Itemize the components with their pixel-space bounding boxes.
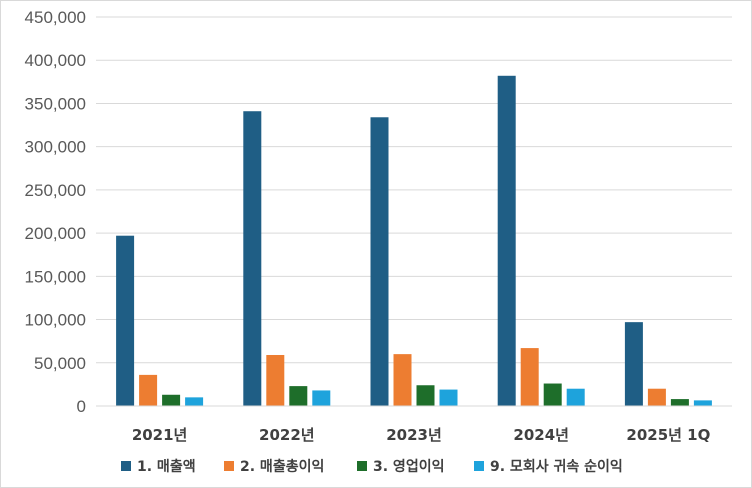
y-tick-label: 250,000 [25, 181, 86, 200]
legend-swatch [121, 461, 131, 471]
y-tick-label: 300,000 [25, 138, 86, 157]
x-tick-label: 2022년 [259, 426, 315, 444]
bar-3-1 [162, 394, 181, 406]
bar-2-1 [139, 374, 158, 406]
legend-label: 1. 매출액 [137, 458, 196, 475]
bar-1-2 [243, 111, 262, 407]
bar-3-4 [543, 383, 562, 406]
y-tick-label: 150,000 [25, 267, 86, 286]
legend-label: 2. 매출총이익 [240, 458, 324, 475]
bars [116, 75, 712, 407]
x-axis-tick-labels: 2021년 2022년 2023년 2024년 2025년 1Q [132, 426, 711, 444]
legend-swatch [357, 461, 367, 471]
bar-3-5 [670, 399, 689, 406]
y-tick-label: 450,000 [25, 8, 86, 27]
y-tick-label: 200,000 [25, 224, 86, 243]
y-tick-label: 350,000 [25, 94, 86, 113]
legend-swatch [224, 461, 234, 471]
x-tick-label: 2023년 [386, 426, 442, 444]
x-tick-label: 2025년 1Q [626, 426, 710, 444]
bar-4-5 [693, 400, 712, 406]
bar-4-4 [566, 388, 585, 406]
x-tick-label: 2024년 [513, 426, 569, 444]
bar-1-1 [116, 235, 135, 406]
bar-2-2 [266, 354, 285, 406]
legend-label: 3. 영업이익 [373, 458, 444, 475]
bar-1-5 [624, 322, 643, 406]
legend: 1. 매출액 2. 매출총이익 3. 영업이익 9. 모회사 귀속 순이익 [121, 458, 623, 475]
y-tick-label: 400,000 [25, 51, 86, 70]
gridlines [96, 16, 732, 364]
bar-2-5 [647, 388, 666, 406]
bar-4-3 [439, 389, 458, 406]
bar-3-3 [416, 385, 435, 406]
bar-2-3 [393, 354, 412, 406]
bar-1-4 [497, 75, 516, 406]
bar-2-4 [520, 348, 539, 406]
y-tick-label: 50,000 [34, 354, 86, 373]
legend-swatch [474, 461, 484, 471]
bar-1-3 [370, 117, 389, 406]
bar-4-2 [312, 390, 331, 406]
y-tick-label: 0 [77, 397, 86, 416]
y-tick-label: 100,000 [25, 311, 86, 330]
x-tick-label: 2021년 [132, 426, 188, 444]
y-axis-tick-labels: 0 50,000 100,000 150,000 200,000 250,000 300,0… [25, 8, 86, 416]
bar-4-1 [185, 397, 204, 406]
bar-3-2 [289, 386, 308, 406]
legend-label: 9. 모회사 귀속 순이익 [490, 458, 623, 475]
